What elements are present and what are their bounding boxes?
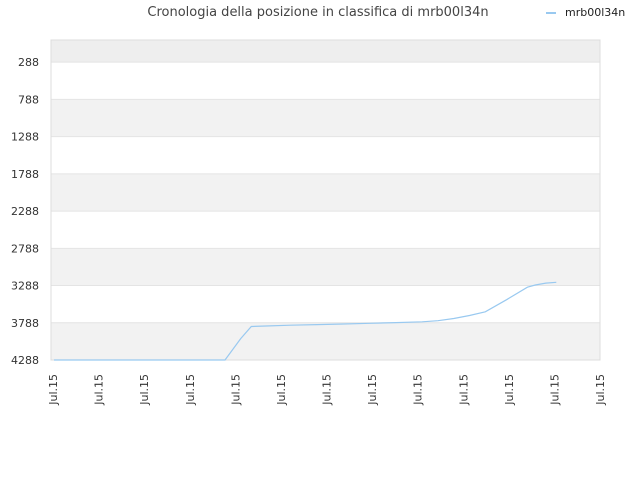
- legend[interactable]: mrb00l34n: [546, 6, 625, 19]
- y-tick-label: 1788: [11, 168, 39, 181]
- series-layer: [54, 281, 557, 361]
- y-tick-label: 3788: [11, 317, 39, 330]
- plot-frame: [50, 39, 601, 361]
- y-tick-label: 1288: [11, 131, 39, 144]
- y-tick-label: 2788: [11, 242, 39, 255]
- x-tick-label: Jul.15: [594, 374, 607, 406]
- series-line-mrb00l34n: [54, 281, 557, 361]
- x-tick-label: Jul.15: [548, 374, 561, 406]
- plot-band: [51, 40, 600, 63]
- x-tick-label: Jul.15: [184, 374, 197, 406]
- x-tick-label: Jul.15: [321, 374, 334, 406]
- x-tick-label: Jul.15: [275, 374, 288, 406]
- y-tick-label: 788: [18, 93, 39, 106]
- y-tick-label: 3288: [11, 280, 39, 293]
- y-tick-label: 4288: [11, 354, 39, 367]
- x-tick-label: Jul.15: [47, 374, 60, 406]
- y-tick-label: 2288: [11, 205, 39, 218]
- plot-band: [51, 173, 600, 212]
- plot-bands: [51, 40, 600, 360]
- x-tick-label: Jul.15: [457, 374, 470, 406]
- x-tick-label: Jul.15: [138, 374, 151, 406]
- x-tick-label: Jul.15: [93, 374, 106, 406]
- x-tick-label: Jul.15: [412, 374, 425, 406]
- x-tick-label: Jul.15: [229, 374, 242, 406]
- plot-band: [51, 322, 600, 360]
- plot-band: [51, 248, 600, 286]
- x-tick-label: Jul.15: [503, 374, 516, 406]
- plot-band: [51, 99, 600, 137]
- chart-title: Cronologia della posizione in classifica…: [147, 5, 488, 20]
- y-axis-ticks: 288 788 1288 1788 2288 2788 3288 3788 4288: [11, 56, 39, 367]
- y-tick-label: 288: [18, 56, 39, 69]
- x-axis-ticks: Jul.15 Jul.15 Jul.15 Jul.15 Jul.15 Jul.15 Jul.…: [47, 374, 607, 406]
- x-tick-label: Jul.15: [366, 374, 379, 406]
- legend-label: mrb00l34n: [565, 6, 625, 19]
